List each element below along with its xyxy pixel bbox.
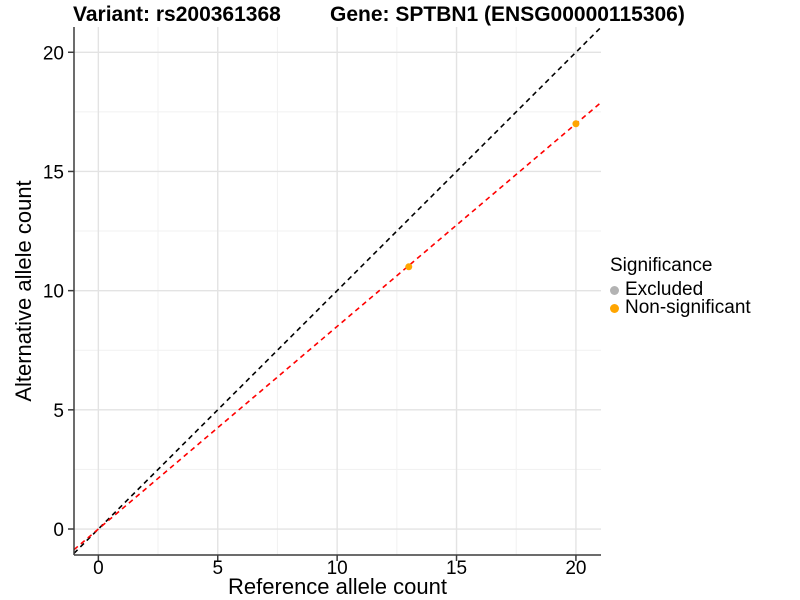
legend-item-excluded: Excluded bbox=[610, 279, 751, 300]
x-tick-label: 10 bbox=[327, 558, 348, 579]
x-axis-title: Reference allele count bbox=[228, 574, 447, 599]
x-tick-label: 20 bbox=[565, 558, 586, 579]
legend-item-label: Excluded bbox=[625, 279, 704, 300]
non-significant-dot-icon bbox=[610, 303, 619, 313]
y-tick-label: 15 bbox=[43, 162, 64, 183]
y-tick-label: 20 bbox=[43, 43, 64, 64]
legend-item-non-significant: Non-significant bbox=[610, 297, 751, 318]
legend-title: Significance bbox=[610, 255, 713, 276]
x-tick-label: 15 bbox=[446, 558, 467, 579]
y-axis-title: Alternative allele count bbox=[11, 180, 36, 402]
panel-group bbox=[74, 27, 601, 555]
x-tick-label: 5 bbox=[212, 558, 223, 579]
legend: Significance Excluded Non-significant bbox=[610, 255, 751, 318]
data-point-non-significant bbox=[572, 120, 580, 128]
y-tick-label: 5 bbox=[53, 401, 64, 422]
gene-title: Gene: SPTBN1 (ENSG00000115306) bbox=[330, 3, 685, 26]
clipped-lines-group bbox=[74, 27, 601, 554]
x-tick-label: 0 bbox=[93, 558, 104, 579]
legend-item-label: Non-significant bbox=[625, 297, 751, 318]
variant-title: Variant: rs200361368 bbox=[73, 3, 281, 26]
fit-line bbox=[74, 101, 601, 551]
data-point-non-significant bbox=[405, 263, 413, 271]
y-tick-label: 0 bbox=[53, 520, 64, 541]
y-tick-label: 10 bbox=[43, 282, 64, 303]
excluded-dot-icon bbox=[610, 285, 619, 295]
identity-line bbox=[74, 27, 601, 554]
